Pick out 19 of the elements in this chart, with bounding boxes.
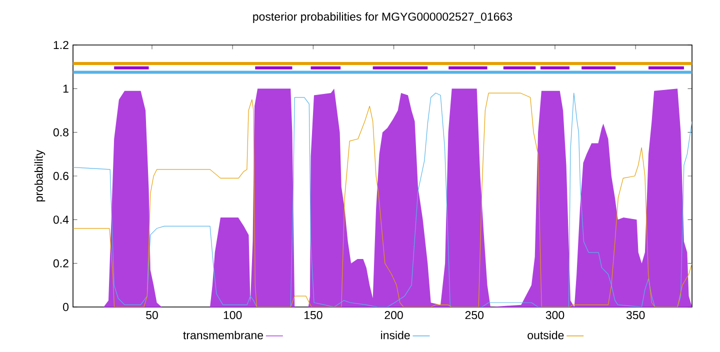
x-tick-label: 250 — [465, 311, 484, 320]
y-tick-label: 1.2 — [54, 40, 68, 50]
y-tick-label: 1 — [63, 84, 68, 93]
chart-title: posterior probabilities for MGYG000002527_01663 — [253, 12, 512, 23]
x-tick-label: 150 — [304, 311, 322, 320]
x-tick-label: 200 — [384, 311, 403, 320]
y-axis-title: probability — [34, 150, 46, 202]
legend-label: transmembrane — [183, 330, 263, 340]
y-tick-label: 0.2 — [53, 259, 68, 268]
x-tick-label: 300 — [546, 311, 564, 320]
y-tick-label: 0 — [63, 302, 69, 312]
y-tick-label: 0.6 — [53, 172, 68, 180]
x-tick-label: 100 — [224, 311, 242, 320]
x-tick-label: 350 — [626, 311, 645, 320]
x-tick-label: 50 — [146, 311, 158, 320]
y-tick-label: 0.4 — [53, 216, 69, 224]
legend-label: outside — [528, 330, 564, 340]
y-tick-label: 0.8 — [53, 128, 68, 136]
legend-label: inside — [381, 330, 410, 340]
